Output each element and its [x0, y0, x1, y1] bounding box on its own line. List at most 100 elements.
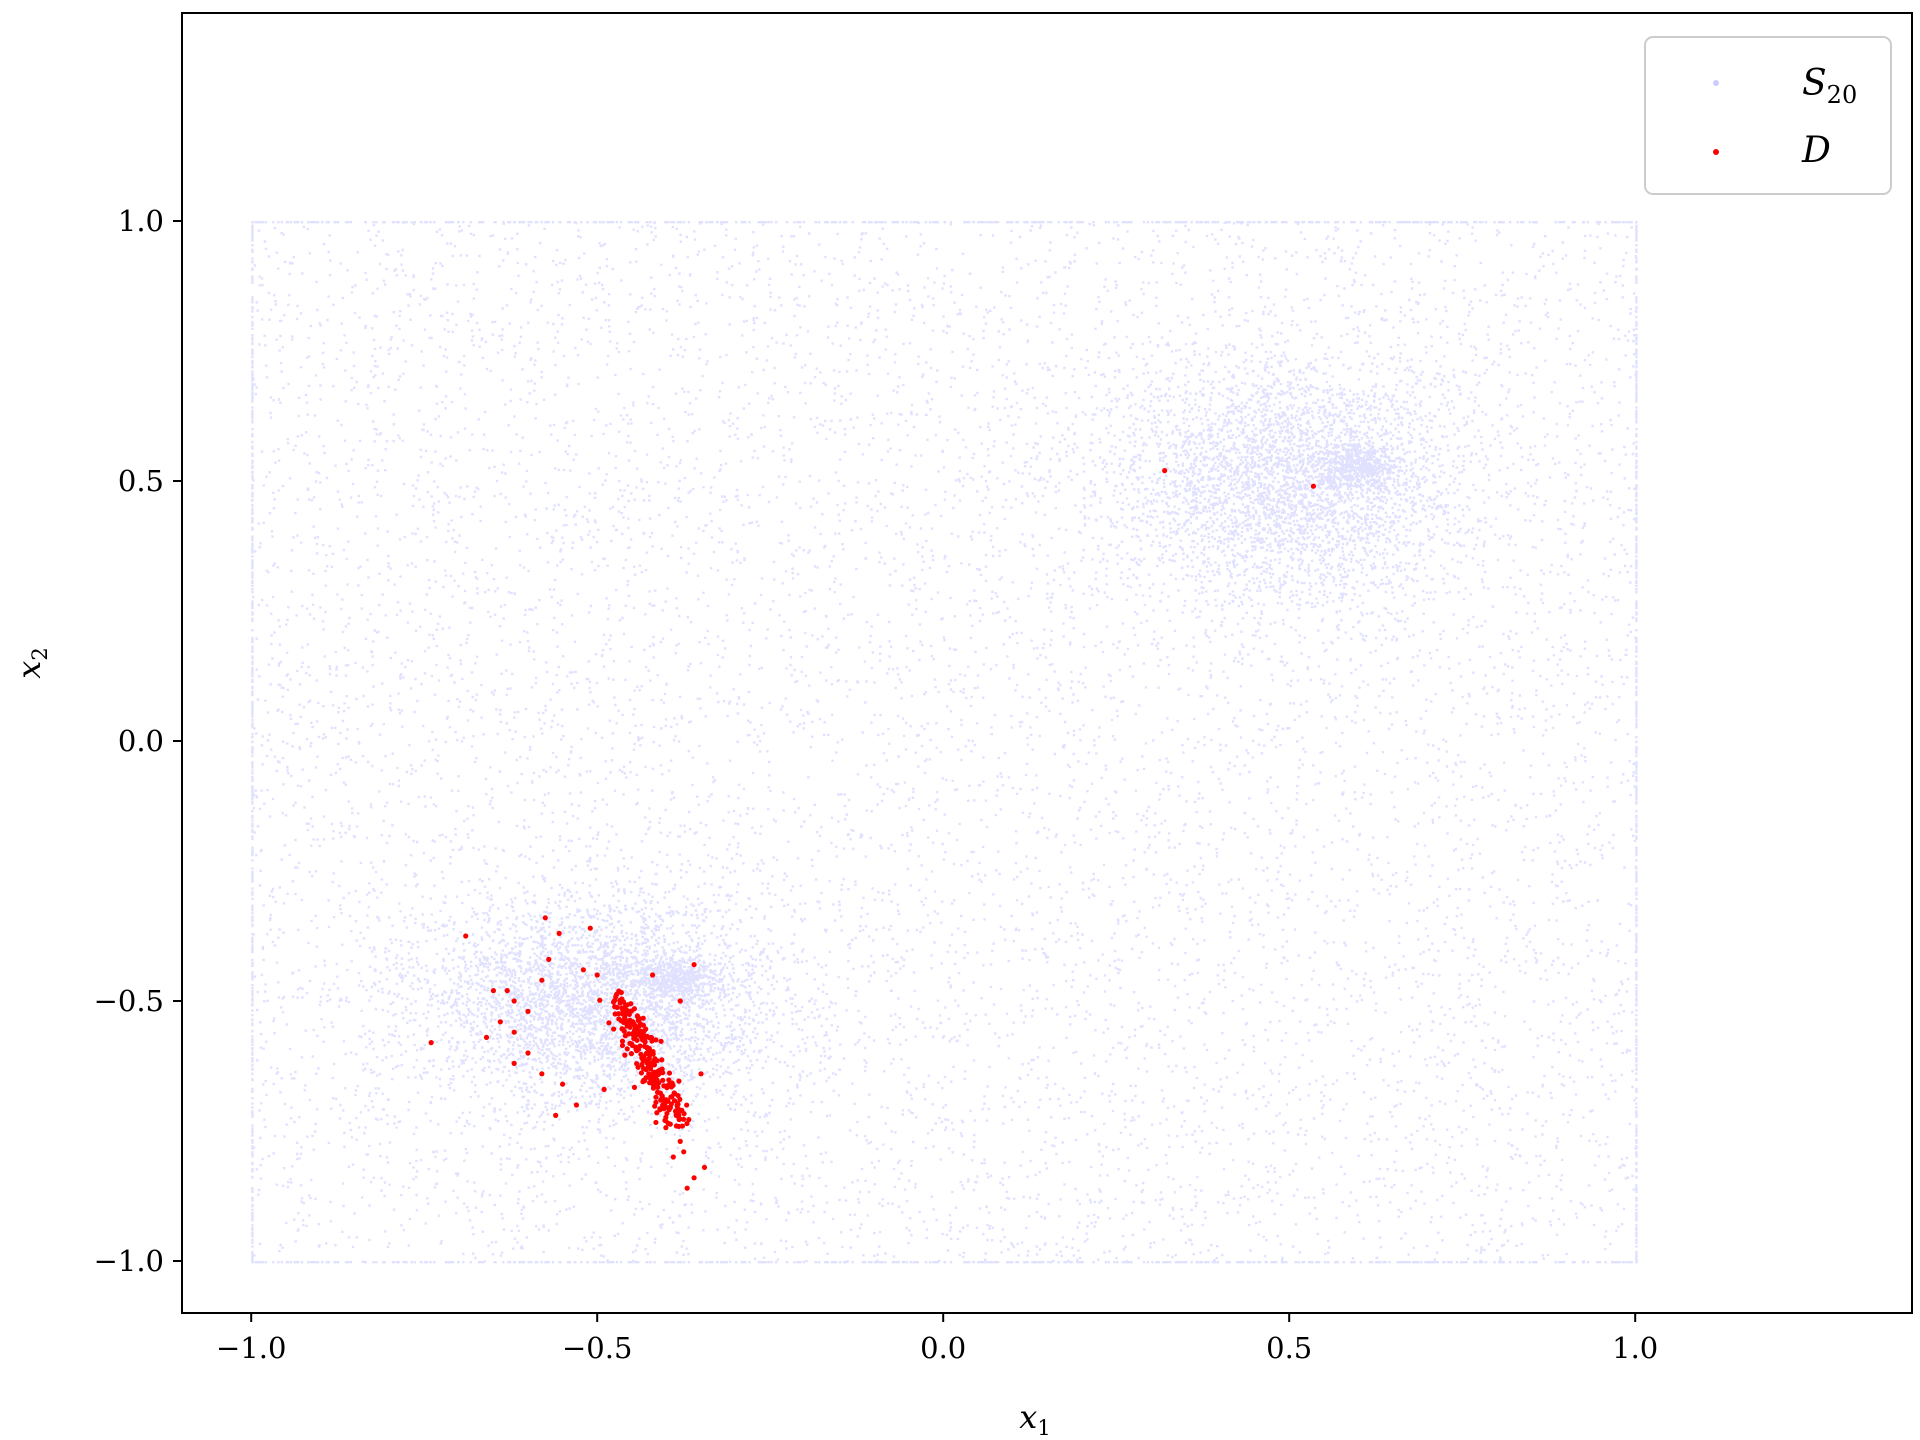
- data-point-d: [654, 1110, 660, 1116]
- data-point-d: [630, 1019, 636, 1025]
- data-point-d: [641, 1028, 647, 1034]
- data-point-d: [539, 977, 545, 983]
- plot-area: [251, 221, 1638, 1264]
- data-point-d: [653, 1094, 659, 1100]
- data-point-d: [661, 1083, 667, 1089]
- data-point-d: [650, 1069, 657, 1076]
- data-point-d: [647, 1066, 654, 1072]
- data-point-d: [497, 1019, 503, 1025]
- data-point-d: [665, 1083, 671, 1089]
- data-point-d: [623, 1007, 629, 1013]
- data-point-d: [653, 1099, 659, 1105]
- data-point-d: [615, 1011, 622, 1017]
- data-point-d: [634, 1061, 640, 1067]
- data-point-d: [634, 1047, 640, 1053]
- data-point-d: [620, 1026, 626, 1032]
- data-point-d: [1162, 468, 1168, 474]
- data-point-d: [633, 1024, 639, 1030]
- data-point-d: [525, 1008, 531, 1015]
- legend-label-s20: S20: [1802, 63, 1857, 109]
- data-point-d: [640, 1065, 647, 1072]
- legend: S20 D: [1644, 36, 1892, 195]
- x-tick-label: −1.0: [216, 1331, 286, 1365]
- data-point-d: [556, 930, 562, 937]
- series-s20-marks: [251, 221, 1638, 1264]
- data-point-d: [701, 1164, 708, 1170]
- data-point-d: [622, 1015, 628, 1021]
- data-point-d: [640, 1032, 646, 1038]
- data-point-d: [648, 1034, 655, 1041]
- data-point-d: [611, 1026, 617, 1032]
- data-point-d: [624, 1046, 630, 1052]
- data-point-d: [698, 1071, 704, 1077]
- data-point-d: [612, 997, 618, 1004]
- data-point-d: [644, 1060, 650, 1066]
- data-point-d: [1310, 483, 1317, 489]
- data-point-d: [546, 956, 552, 963]
- data-point-d: [655, 1084, 661, 1090]
- data-point-d: [658, 1038, 664, 1044]
- data-point-d: [463, 933, 469, 939]
- data-point-d: [580, 967, 586, 973]
- data-point-d: [622, 1033, 628, 1039]
- data-point-d: [639, 1062, 645, 1068]
- data-point-d: [655, 1071, 661, 1078]
- data-point-d: [624, 1021, 630, 1027]
- data-point-d: [594, 972, 600, 978]
- data-point-d: [675, 1100, 681, 1107]
- data-point-d: [573, 1102, 580, 1108]
- data-point-d: [677, 1096, 683, 1103]
- data-point-d: [633, 1032, 639, 1038]
- data-point-d: [511, 1060, 517, 1066]
- data-point-d: [691, 1175, 697, 1181]
- data-point-d: [679, 1107, 685, 1114]
- legend-label-d: D: [1801, 130, 1831, 171]
- data-point-d: [659, 1057, 665, 1063]
- data-point-d: [686, 1117, 692, 1123]
- data-point-d: [666, 1077, 672, 1083]
- data-point-d: [631, 1084, 638, 1090]
- data-point-d: [631, 1006, 637, 1012]
- data-point-d: [681, 1149, 687, 1155]
- data-point-d: [616, 1016, 622, 1022]
- data-point-d: [483, 1034, 490, 1040]
- data-point-d: [666, 1070, 673, 1076]
- data-point-d: [490, 988, 496, 994]
- series-d-points: [428, 468, 1317, 1191]
- y-tick-label: −0.5: [94, 984, 164, 1018]
- data-point-d: [637, 1043, 643, 1049]
- data-point-d: [671, 1090, 677, 1096]
- data-point-d: [606, 1020, 612, 1026]
- x-tick-label: −0.5: [562, 1331, 632, 1365]
- data-point-d: [601, 1086, 607, 1092]
- data-point-d: [637, 1016, 643, 1022]
- legend-box: [1644, 36, 1892, 195]
- data-point-d: [684, 1185, 690, 1191]
- y-axis-label: x2: [10, 647, 52, 678]
- x-axis-ticks: −1.0 −0.5 0.0 0.5 1.0: [216, 1313, 1658, 1365]
- data-point-d: [684, 1102, 690, 1108]
- data-point-d: [428, 1040, 434, 1046]
- data-point-d: [691, 962, 697, 968]
- data-point-d: [649, 972, 656, 978]
- data-point-d: [677, 998, 683, 1004]
- data-point-d: [628, 1001, 634, 1007]
- data-point-d: [619, 1038, 626, 1044]
- data-point-d: [647, 1080, 653, 1086]
- data-point-d: [679, 1123, 686, 1129]
- data-point-d: [675, 1106, 681, 1112]
- y-tick-label: 0.0: [118, 724, 164, 758]
- data-point-d: [668, 1101, 674, 1107]
- series-s20-points: [251, 221, 1638, 1264]
- data-point-d: [597, 997, 603, 1003]
- data-point-d: [640, 1022, 646, 1028]
- data-point-d: [614, 1004, 620, 1010]
- axes-frame: [181, 12, 1913, 1314]
- data-point-d: [642, 1039, 648, 1045]
- data-point-d: [623, 1002, 629, 1008]
- data-point-d: [638, 1070, 645, 1076]
- data-point-d: [665, 1120, 671, 1126]
- data-point-d: [653, 1119, 659, 1126]
